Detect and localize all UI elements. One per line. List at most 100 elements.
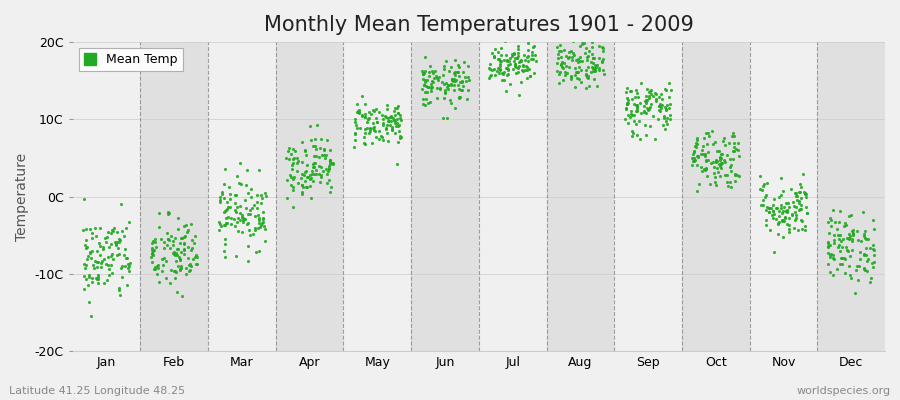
Point (759, 222, 773, 228)
Point (173, 239, 187, 246)
Point (642, 95, 656, 102)
Point (586, 64, 600, 71)
Point (709, 159, 724, 165)
Point (579, 44, 593, 51)
Point (355, 112, 369, 118)
Point (309, 166, 323, 173)
Point (218, 222, 232, 228)
Bar (682, 42, 750, 351)
Point (171, 215, 185, 222)
Point (842, 236, 857, 242)
Point (298, 178, 312, 184)
Point (845, 247, 859, 253)
Point (447, 72, 462, 78)
Point (689, 152, 704, 159)
Point (422, 69, 436, 76)
Point (776, 233, 790, 240)
Point (491, 48, 505, 55)
Point (716, 135, 731, 142)
Point (349, 124, 364, 131)
Point (213, 221, 228, 227)
Point (91, 259, 105, 265)
Point (868, 247, 882, 254)
Point (167, 267, 182, 274)
Point (731, 147, 745, 153)
Point (171, 254, 185, 260)
Point (372, 128, 386, 134)
Point (106, 256, 121, 262)
Point (659, 106, 673, 112)
Point (702, 133, 716, 140)
Point (154, 236, 168, 242)
Point (640, 86, 654, 92)
Point (243, 207, 257, 213)
Point (233, 181, 248, 187)
Point (314, 172, 328, 178)
Point (638, 97, 652, 104)
Point (174, 234, 188, 241)
Point (387, 108, 401, 114)
Point (502, 58, 517, 64)
Point (782, 204, 796, 210)
Point (488, 46, 502, 52)
Point (369, 106, 383, 112)
Point (213, 194, 228, 200)
Point (505, 36, 519, 42)
Point (181, 255, 195, 262)
Point (780, 200, 795, 206)
Point (238, 216, 252, 223)
Point (307, 164, 321, 170)
Point (171, 262, 185, 269)
Point (366, 124, 381, 131)
Point (660, 121, 674, 128)
Point (571, 58, 585, 65)
Point (427, 75, 441, 82)
Point (822, 230, 836, 236)
Point (228, 222, 242, 229)
Point (527, 52, 542, 58)
Point (510, 55, 525, 61)
Point (424, 84, 438, 91)
Point (145, 259, 159, 266)
Point (380, 106, 394, 112)
Point (119, 254, 133, 261)
Point (447, 87, 462, 93)
Point (362, 115, 376, 122)
Point (482, 72, 497, 79)
Point (392, 122, 406, 128)
Point (849, 267, 863, 273)
Point (251, 220, 266, 226)
Point (556, 77, 571, 84)
Point (659, 86, 673, 93)
Point (392, 110, 406, 116)
Point (726, 140, 741, 146)
Point (449, 77, 464, 84)
Point (452, 64, 466, 71)
Point (574, 78, 589, 85)
Point (498, 38, 512, 45)
Point (719, 179, 733, 186)
Point (222, 184, 237, 190)
Point (722, 139, 736, 146)
Point (699, 165, 714, 171)
Point (290, 160, 304, 166)
Point (436, 94, 451, 101)
Point (178, 265, 193, 271)
Point (86, 278, 100, 285)
Point (505, 66, 519, 72)
Point (313, 145, 328, 151)
Point (348, 130, 363, 136)
Point (452, 86, 466, 92)
Point (117, 232, 131, 239)
Point (173, 266, 187, 272)
Point (145, 250, 159, 256)
Point (590, 62, 604, 68)
Point (714, 163, 728, 170)
Point (222, 195, 237, 202)
Point (715, 151, 729, 157)
Point (101, 262, 115, 268)
Point (241, 190, 256, 196)
Point (831, 244, 845, 250)
Point (176, 240, 191, 246)
Point (169, 252, 184, 258)
